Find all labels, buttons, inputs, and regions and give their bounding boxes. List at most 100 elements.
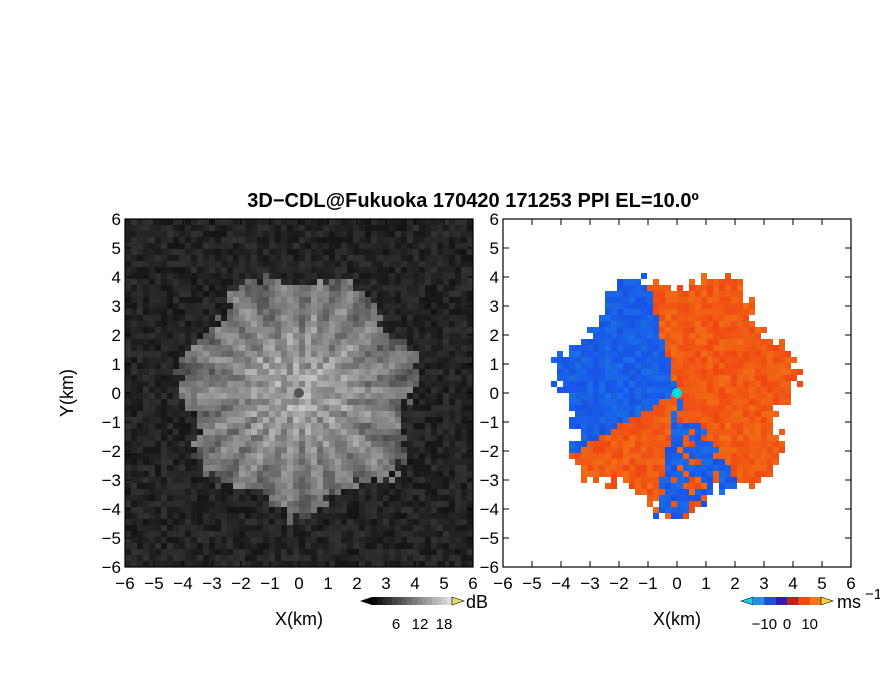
velocity-cell bbox=[785, 399, 791, 405]
reflectivity-cell bbox=[233, 417, 239, 423]
reflectivity-cell bbox=[257, 555, 263, 561]
reflectivity-cell bbox=[137, 291, 143, 297]
reflectivity-cell bbox=[299, 477, 305, 483]
reflectivity-cell bbox=[197, 261, 203, 267]
x-tick-label: −5 bbox=[144, 574, 163, 593]
reflectivity-cell bbox=[407, 327, 413, 333]
reflectivity-cell bbox=[221, 459, 227, 465]
reflectivity-cell bbox=[221, 399, 227, 405]
reflectivity-cell bbox=[395, 459, 401, 465]
reflectivity-cell bbox=[125, 291, 131, 297]
reflectivity-cell bbox=[221, 369, 227, 375]
velocity-cell bbox=[617, 405, 623, 411]
velocity-cell bbox=[617, 423, 623, 429]
reflectivity-cell bbox=[251, 483, 257, 489]
velocity-cell bbox=[695, 405, 701, 411]
reflectivity-cell bbox=[275, 423, 281, 429]
reflectivity-cell bbox=[257, 489, 263, 495]
reflectivity-cell bbox=[155, 459, 161, 465]
reflectivity-cell bbox=[209, 327, 215, 333]
velocity-cell bbox=[677, 375, 683, 381]
reflectivity-cell bbox=[185, 249, 191, 255]
velocity-cell bbox=[653, 423, 659, 429]
reflectivity-cell bbox=[323, 411, 329, 417]
velocity-cell bbox=[689, 411, 695, 417]
reflectivity-cell bbox=[389, 339, 395, 345]
reflectivity-cell bbox=[263, 543, 269, 549]
velocity-cell bbox=[635, 339, 641, 345]
reflectivity-cell bbox=[221, 411, 227, 417]
reflectivity-cell bbox=[467, 339, 473, 345]
reflectivity-cell bbox=[221, 291, 227, 297]
reflectivity-cell bbox=[227, 441, 233, 447]
reflectivity-cell bbox=[173, 477, 179, 483]
reflectivity-cell bbox=[341, 519, 347, 525]
reflectivity-cell bbox=[143, 231, 149, 237]
velocity-cell bbox=[779, 441, 785, 447]
velocity-cell bbox=[683, 459, 689, 465]
velocity-cell bbox=[605, 297, 611, 303]
velocity-cell bbox=[689, 483, 695, 489]
reflectivity-cell bbox=[413, 405, 419, 411]
reflectivity-cell bbox=[263, 393, 269, 399]
reflectivity-cell bbox=[311, 231, 317, 237]
reflectivity-cell bbox=[131, 393, 137, 399]
reflectivity-cell bbox=[239, 561, 245, 567]
velocity-cell bbox=[665, 489, 671, 495]
velocity-cell bbox=[755, 459, 761, 465]
reflectivity-cell bbox=[203, 561, 209, 567]
reflectivity-cell bbox=[173, 399, 179, 405]
velocity-cell bbox=[689, 459, 695, 465]
reflectivity-cell bbox=[311, 465, 317, 471]
velocity-cell bbox=[683, 303, 689, 309]
reflectivity-cell bbox=[299, 447, 305, 453]
reflectivity-cell bbox=[131, 351, 137, 357]
reflectivity-cell bbox=[437, 315, 443, 321]
velocity-cell bbox=[641, 453, 647, 459]
reflectivity-cell bbox=[413, 447, 419, 453]
reflectivity-cell bbox=[185, 459, 191, 465]
velocity-cell bbox=[611, 375, 617, 381]
reflectivity-cell bbox=[215, 297, 221, 303]
reflectivity-cell bbox=[305, 453, 311, 459]
reflectivity-cell bbox=[467, 531, 473, 537]
reflectivity-cell bbox=[155, 315, 161, 321]
velocity-cell bbox=[653, 399, 659, 405]
reflectivity-cell bbox=[281, 393, 287, 399]
reflectivity-cell bbox=[371, 309, 377, 315]
velocity-cell bbox=[593, 393, 599, 399]
reflectivity-cell bbox=[131, 399, 137, 405]
reflectivity-cell bbox=[263, 459, 269, 465]
reflectivity-cell bbox=[263, 315, 269, 321]
reflectivity-cell bbox=[341, 393, 347, 399]
reflectivity-cell bbox=[371, 513, 377, 519]
reflectivity-cell bbox=[233, 537, 239, 543]
reflectivity-cell bbox=[449, 249, 455, 255]
reflectivity-cell bbox=[227, 237, 233, 243]
velocity-cell bbox=[581, 387, 587, 393]
reflectivity-cell bbox=[287, 441, 293, 447]
reflectivity-cell bbox=[317, 225, 323, 231]
reflectivity-cell bbox=[449, 399, 455, 405]
reflectivity-cell bbox=[401, 489, 407, 495]
reflectivity-cell bbox=[137, 501, 143, 507]
velocity-cell bbox=[593, 333, 599, 339]
reflectivity-cell bbox=[287, 429, 293, 435]
velocity-cell bbox=[725, 273, 731, 279]
reflectivity-cell bbox=[257, 525, 263, 531]
velocity-cell bbox=[713, 291, 719, 297]
reflectivity-cell bbox=[239, 435, 245, 441]
reflectivity-cell bbox=[245, 531, 251, 537]
reflectivity-cell bbox=[413, 321, 419, 327]
reflectivity-cell bbox=[383, 339, 389, 345]
reflectivity-cell bbox=[167, 333, 173, 339]
reflectivity-cell bbox=[209, 537, 215, 543]
reflectivity-cell bbox=[197, 561, 203, 567]
velocity-cell bbox=[677, 417, 683, 423]
velocity-cell bbox=[785, 393, 791, 399]
reflectivity-cell bbox=[155, 393, 161, 399]
reflectivity-cell bbox=[443, 225, 449, 231]
reflectivity-cell bbox=[173, 561, 179, 567]
reflectivity-cell bbox=[251, 315, 257, 321]
